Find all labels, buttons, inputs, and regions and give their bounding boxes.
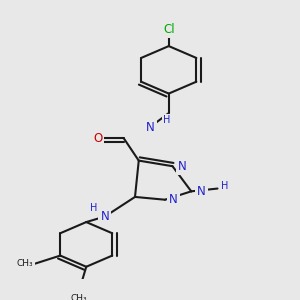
- Text: H: H: [90, 203, 98, 213]
- Text: N: N: [178, 160, 187, 173]
- Text: CH₃: CH₃: [70, 294, 87, 300]
- Text: Cl: Cl: [163, 23, 175, 36]
- Text: H: H: [221, 181, 229, 190]
- Text: H: H: [163, 115, 170, 125]
- Text: N: N: [197, 185, 206, 198]
- Text: N: N: [146, 121, 154, 134]
- Text: N: N: [169, 193, 178, 206]
- Text: N: N: [100, 210, 109, 223]
- Text: O: O: [93, 132, 102, 145]
- Text: CH₃: CH₃: [16, 260, 33, 268]
